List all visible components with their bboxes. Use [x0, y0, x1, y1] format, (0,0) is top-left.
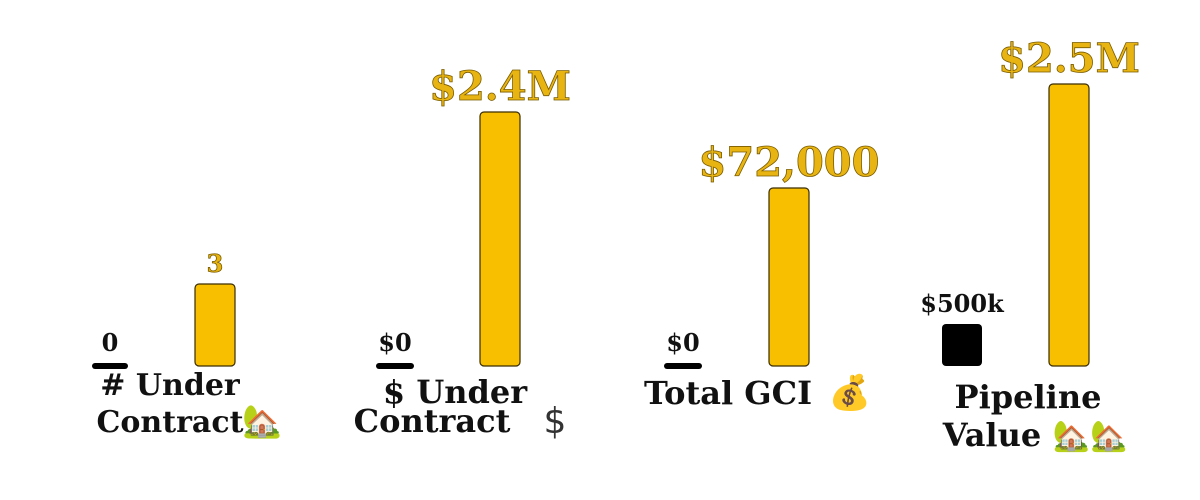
money-bag-icon: 💰 — [829, 373, 871, 413]
value-label-0-0: 0 — [102, 328, 119, 357]
value-label-1-0: $0 — [378, 328, 411, 357]
value-label-0-1: 3 — [207, 249, 224, 278]
bar-1-1 — [479, 111, 521, 367]
value-label-3-1: $2.5M — [998, 35, 1140, 82]
category-label-0-1: Contract — [97, 405, 244, 440]
category-label-0-0: # Under — [100, 368, 241, 403]
bar-1-0 — [376, 363, 414, 369]
category-label-2-0: Total GCI — [644, 374, 812, 412]
bar-2-1 — [768, 187, 810, 367]
value-label-2-0: $0 — [666, 328, 699, 357]
value-label-1-1: $2.4M — [429, 63, 571, 110]
bar-0-0 — [92, 363, 128, 369]
value-label-3-0: $500k — [920, 289, 1005, 318]
category-label-1-0: $ Under — [383, 373, 528, 411]
category-label-3-1: Value — [942, 416, 1041, 454]
dollar-sign-icon: $ — [544, 401, 567, 442]
bar-3-0 — [942, 324, 982, 366]
bar-2-0 — [664, 363, 702, 369]
bar-3-1 — [1048, 83, 1090, 367]
bar-0-1 — [194, 283, 236, 367]
value-label-2-1: $72,000 — [699, 139, 880, 186]
houses-icon: 🏡🏡 — [1053, 419, 1128, 454]
category-label-1-1: Contract — [354, 402, 511, 440]
category-label-3-0: Pipeline — [955, 378, 1102, 416]
house-with-garden-icon: 🏡 — [242, 402, 282, 440]
